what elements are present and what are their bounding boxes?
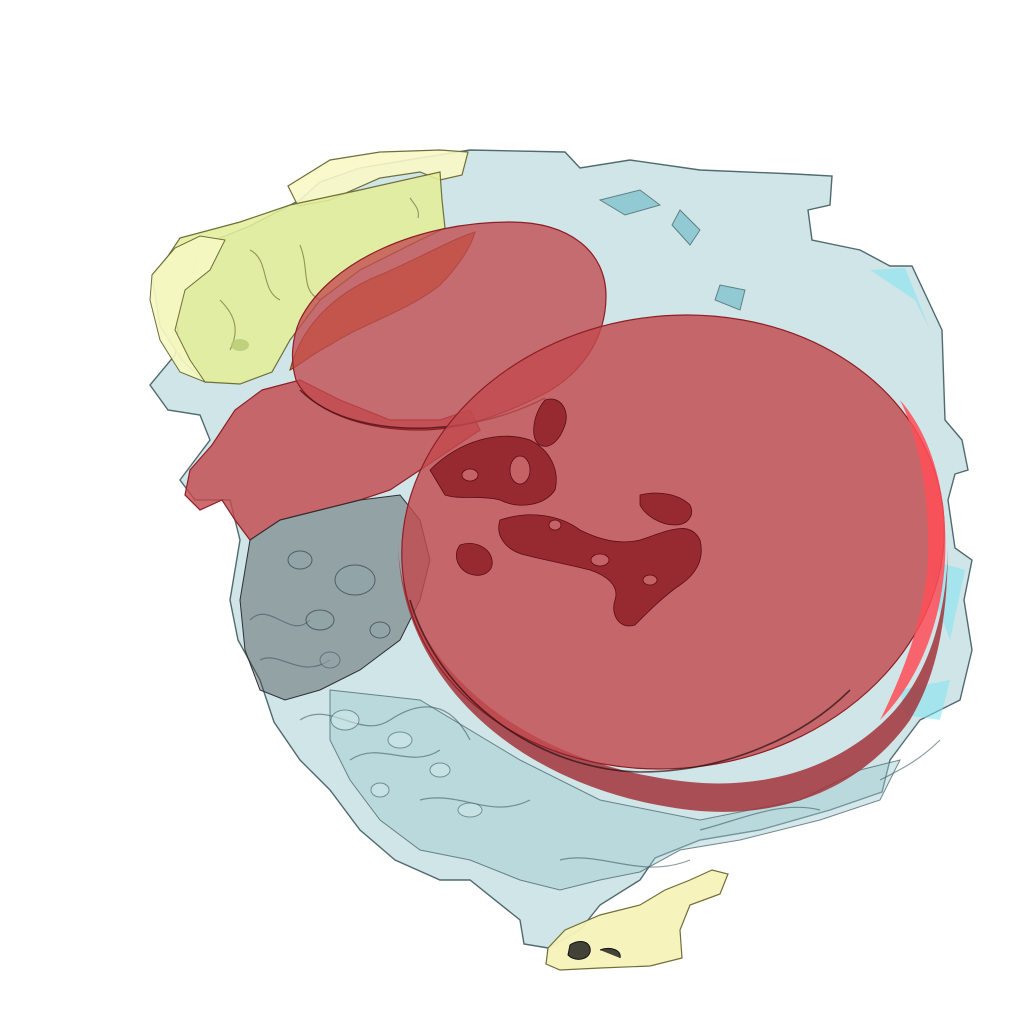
red-internal-channels: [429, 398, 702, 627]
yellow-fragment-shadow: [567, 941, 621, 960]
teal-shell-cyan-highlight-top: [598, 189, 746, 311]
teal-shell-holes: [319, 651, 483, 818]
yellow-slab-wrinkles: [219, 197, 419, 351]
teal-shell-cyan-highlight-right: [870, 268, 965, 720]
yellow-structure-lower: [545, 869, 729, 971]
red-structures: [184, 221, 948, 812]
red-large-disc-highlight: [880, 400, 946, 720]
gray-shadow-holes: [287, 550, 391, 639]
yellow-slab-spot: [231, 339, 249, 351]
yellow-structure-upper: [149, 149, 469, 385]
gray-shadow-region: [239, 494, 431, 701]
yellow-pale-front: [149, 235, 226, 384]
red-large-disc-edge-line: [409, 599, 851, 773]
red-internal-holes: [461, 455, 658, 586]
yellow-fragment: [545, 869, 729, 971]
teal-shell-lower-lobe: [329, 689, 901, 891]
